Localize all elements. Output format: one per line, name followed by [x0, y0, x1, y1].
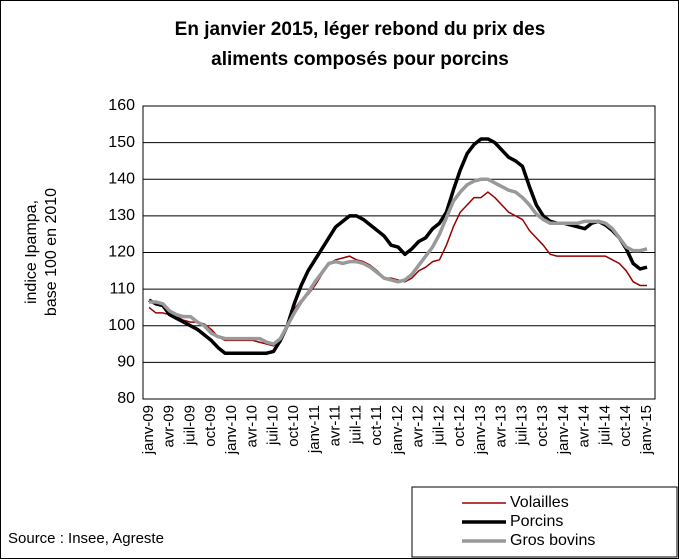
- x-tick-label: oct-10: [285, 405, 302, 447]
- plot-border: [142, 105, 656, 400]
- x-tick-label: janv-11: [306, 405, 323, 454]
- x-tick-label: janv-12: [389, 405, 406, 455]
- y-tick-label: 130: [108, 207, 135, 224]
- x-tick-label: juil-09: [181, 405, 198, 446]
- x-tick-label: juil-12: [430, 405, 447, 446]
- y-tick-label: 150: [108, 134, 135, 151]
- x-tick-label: juil-13: [513, 405, 530, 446]
- y-tick-label: 160: [108, 97, 135, 114]
- x-tick-label: juil-10: [264, 405, 281, 446]
- y-axis-label: indice Ipampa,: [23, 200, 40, 304]
- x-tick-label: janv-14: [555, 405, 572, 455]
- chart-title: En janvier 2015, léger rebond du prix de…: [175, 19, 546, 40]
- x-tick-label: oct-14: [617, 405, 634, 447]
- x-tick-label: janv-13: [472, 405, 489, 455]
- x-tick-label: janv-09: [140, 405, 157, 455]
- y-axis-label: base 100 en 2010: [43, 188, 60, 316]
- x-tick-label: oct-13: [534, 405, 551, 447]
- y-tick-label: 100: [108, 317, 135, 334]
- y-tick-label: 90: [117, 354, 135, 371]
- chart-title: aliments composés pour porcins: [211, 49, 509, 70]
- legend-label: Gros bovins: [510, 532, 595, 549]
- x-tick-label: oct-09: [202, 405, 219, 447]
- legend-label: Porcins: [510, 513, 563, 530]
- series-line: [148, 191, 647, 347]
- x-tick-label: avr-11: [327, 405, 344, 446]
- x-tick-label: avr-09: [161, 405, 178, 448]
- x-tick-label: janv-15: [638, 405, 655, 455]
- legend-label: Volailles: [510, 494, 569, 511]
- x-tick-label: oct-11: [368, 405, 385, 446]
- series-line: [149, 177, 648, 346]
- y-tick-label: 110: [109, 280, 135, 297]
- y-tick-label: 80: [117, 390, 135, 407]
- x-tick-label: oct-12: [451, 405, 468, 447]
- x-tick-label: juil-11: [347, 405, 364, 445]
- x-tick-label: avr-12: [410, 405, 427, 448]
- source: Source : Insee, Agreste: [8, 530, 164, 547]
- x-tick-label: avr-13: [493, 405, 510, 448]
- y-tick-label: 120: [108, 244, 135, 261]
- legend: [411, 486, 678, 558]
- x-tick-label: janv-10: [223, 405, 240, 455]
- x-tick-label: avr-14: [576, 405, 593, 448]
- x-tick-label: avr-10: [244, 405, 261, 448]
- x-tick-label: juil-14: [596, 405, 613, 446]
- y-tick-label: 140: [108, 170, 135, 187]
